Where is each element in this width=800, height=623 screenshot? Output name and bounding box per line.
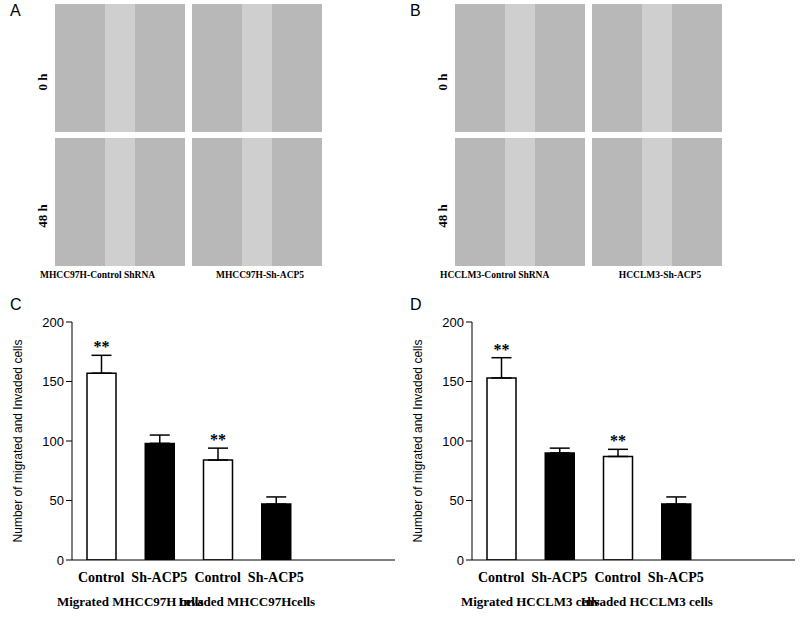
svg-text:Sh-ACP5: Sh-ACP5	[648, 570, 704, 585]
svg-text:100: 100	[42, 434, 64, 449]
html-text:A: A	[10, 2, 21, 19]
svg-text:Migrated HCCLM3 cells: Migrated HCCLM3 cells	[461, 594, 600, 609]
html-text:0 h: 0 h	[435, 73, 450, 91]
svg-text:**: **	[610, 432, 626, 449]
svg-text:Control: Control	[594, 570, 641, 585]
svg-text:**: **	[494, 341, 510, 358]
svg-text:Migrated MHCC97H cells: Migrated MHCC97H cells	[57, 594, 204, 609]
svg-text:Invaded MHCC97Hcells: Invaded MHCC97Hcells	[178, 594, 315, 609]
html-text:0 h: 0 h	[35, 73, 50, 91]
svg-text:Number of migrated and Invaded: Number of migrated and Invaded cells	[11, 340, 25, 543]
svg-text:**: **	[94, 338, 110, 355]
svg-text:0: 0	[457, 553, 464, 568]
svg-text:150: 150	[42, 374, 64, 389]
html-text:HCCLM3-Control ShRNA: HCCLM3-Control ShRNA	[440, 270, 550, 280]
html-text:48 h: 48 h	[435, 204, 450, 228]
svg-text:Invaded HCCLM3 cells: Invaded HCCLM3 cells	[581, 594, 713, 609]
html-text:MHCC97H-Control ShRNA: MHCC97H-Control ShRNA	[40, 270, 156, 280]
svg-text:150: 150	[442, 374, 464, 389]
svg-text:Number of migrated and Invaded: Number of migrated and Invaded cells	[411, 340, 425, 543]
svg-text:**: **	[210, 431, 226, 448]
svg-text:50: 50	[450, 493, 464, 508]
svg-text:0: 0	[57, 553, 64, 568]
svg-text:Control: Control	[478, 570, 525, 585]
svg-text:200: 200	[442, 315, 464, 330]
html-text:C: C	[10, 296, 22, 313]
svg-text:Control: Control	[194, 570, 241, 585]
svg-text:100: 100	[442, 434, 464, 449]
svg-text:50: 50	[50, 493, 64, 508]
html-text:MHCC97H-Sh-ACP5: MHCC97H-Sh-ACP5	[215, 270, 305, 280]
svg-text:Sh-ACP5: Sh-ACP5	[531, 570, 587, 585]
html-text:HCCLM3-Sh-ACP5: HCCLM3-Sh-ACP5	[618, 270, 702, 280]
svg-text:Sh-ACP5: Sh-ACP5	[248, 570, 304, 585]
svg-text:Control: Control	[78, 570, 125, 585]
html-text:B: B	[410, 2, 421, 19]
svg-text:200: 200	[42, 315, 64, 330]
html-text:D: D	[410, 296, 422, 313]
html-text:48 h: 48 h	[35, 204, 50, 228]
svg-text:Sh-ACP5: Sh-ACP5	[131, 570, 187, 585]
